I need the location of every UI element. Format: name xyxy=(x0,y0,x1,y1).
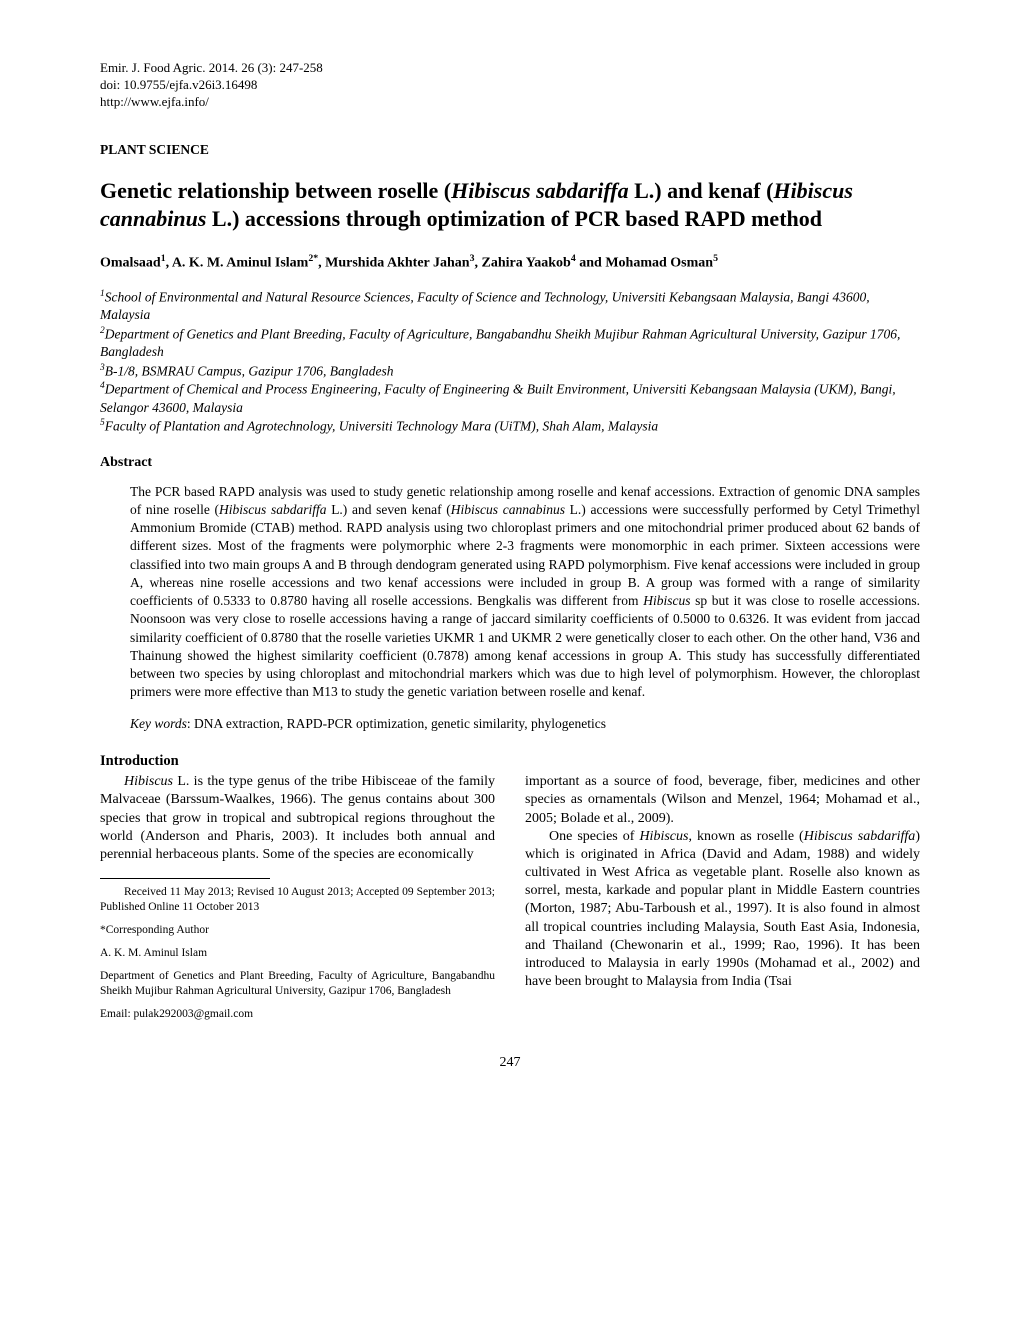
keywords: Key words: DNA extraction, RAPD-PCR opti… xyxy=(130,715,920,733)
right-column: important as a source of food, beverage,… xyxy=(525,773,920,1030)
corresponding-author-name: A. K. M. Aminul Islam xyxy=(100,946,495,961)
corresponding-author-label: *Corresponding Author xyxy=(100,923,495,938)
intro-paragraph-left: Hibiscus L. is the type genus of the tri… xyxy=(100,773,495,864)
corresponding-author-dept: Department of Genetics and Plant Breedin… xyxy=(100,969,495,999)
journal-url: http://www.ejfa.info/ xyxy=(100,94,920,111)
intro-paragraph-right-2: One species of Hibiscus, known as rosell… xyxy=(525,828,920,992)
keywords-label: Key words xyxy=(130,716,187,731)
article-title: Genetic relationship between roselle (Hi… xyxy=(100,177,920,234)
left-column: Hibiscus L. is the type genus of the tri… xyxy=(100,773,495,1030)
authors: Omalsaad1, A. K. M. Aminul Islam2*, Murs… xyxy=(100,252,920,274)
body-columns: Hibiscus L. is the type genus of the tri… xyxy=(100,773,920,1030)
keywords-text: : DNA extraction, RAPD-PCR optimization,… xyxy=(187,716,606,731)
introduction-heading: Introduction xyxy=(100,752,920,772)
journal-citation: Emir. J. Food Agric. 2014. 26 (3): 247-2… xyxy=(100,60,920,77)
affiliations: 1School of Environmental and Natural Res… xyxy=(100,288,920,436)
journal-header: Emir. J. Food Agric. 2014. 26 (3): 247-2… xyxy=(100,60,920,111)
footnote-divider xyxy=(100,878,270,879)
page-number: 247 xyxy=(100,1054,920,1073)
doi: doi: 10.9755/ejfa.v26i3.16498 xyxy=(100,77,920,94)
abstract-body: The PCR based RAPD analysis was used to … xyxy=(130,483,920,702)
abstract-heading: Abstract xyxy=(100,454,920,473)
footnote-block: Received 11 May 2013; Revised 10 August … xyxy=(100,885,495,1022)
corresponding-email: Email: pulak292003@gmail.com xyxy=(100,1007,495,1022)
section-label: PLANT SCIENCE xyxy=(100,141,920,159)
intro-paragraph-right-1: important as a source of food, beverage,… xyxy=(525,773,920,828)
received-dates: Received 11 May 2013; Revised 10 August … xyxy=(100,885,495,915)
